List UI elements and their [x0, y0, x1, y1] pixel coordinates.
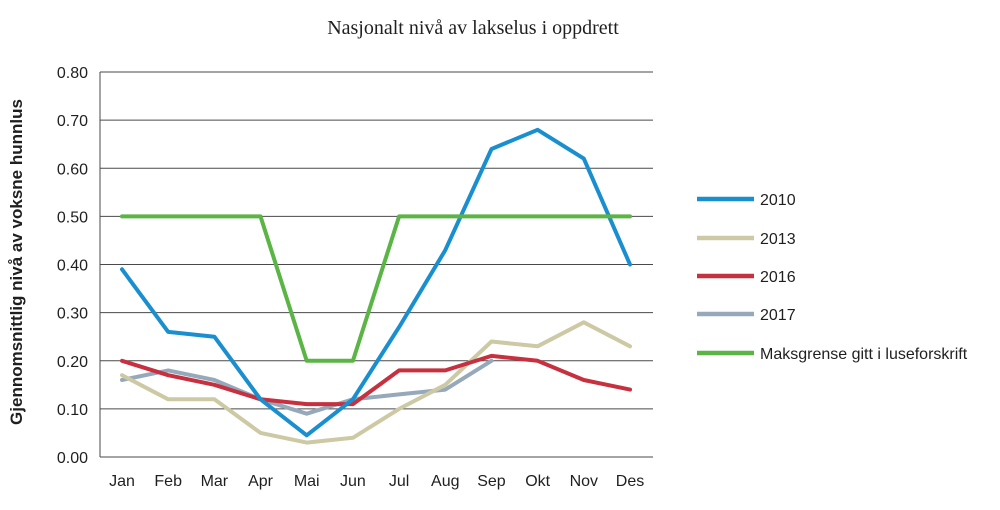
legend: 2010 2013 2016 2017 Maksgrense gitt i lusefo…	[697, 192, 968, 363]
x-tick-label: Sep	[477, 473, 506, 490]
x-tick-label: Apr	[248, 473, 274, 490]
x-tick-label: Jul	[389, 473, 409, 490]
y-tick-label: 0.80	[57, 65, 88, 82]
y-tick-label: 0.30	[57, 306, 88, 323]
legend-label: 2016	[760, 269, 796, 286]
x-tick-label: Mai	[294, 473, 320, 490]
x-tick-label: Jan	[109, 473, 135, 490]
y-tick-label: 0.50	[57, 209, 88, 226]
x-tick-label: Okt	[525, 473, 550, 490]
series-line-2016	[120, 353, 632, 407]
x-tick-label: Jun	[340, 473, 366, 490]
axes: 0.00 0.10 0.20 0.30 0.40 0.50 0.60 0.70 0.80 Jan F…	[57, 65, 644, 490]
y-tick-label: 0.60	[57, 161, 88, 178]
x-tick-label: Aug	[431, 473, 459, 490]
series-lines	[120, 127, 632, 445]
y-axis-label: Gjennomsnittlig nivå av voksne hunnlus	[7, 99, 26, 425]
y-tick-label: 0.40	[57, 258, 88, 275]
x-tick-label: Mar	[201, 473, 229, 490]
legend-label: 2013	[760, 231, 796, 248]
y-tick-label: 0.00	[57, 450, 88, 467]
series-line-2013	[120, 320, 632, 445]
legend-label: 2010	[760, 192, 796, 209]
series-line-maksgrense-gitt-i-luseforskrift	[120, 214, 632, 363]
y-tick-label: 0.20	[57, 354, 88, 371]
legend-label: 2017	[760, 307, 796, 324]
y-tick-label: 0.70	[57, 113, 88, 130]
y-tick-label: 0.10	[57, 402, 88, 419]
legend-label: Maksgrense gitt i luseforskrift	[760, 346, 968, 363]
series-line-2010	[120, 127, 632, 438]
chart-title: Nasjonalt nivå av lakselus i oppdrett	[327, 17, 619, 39]
x-tick-label: Feb	[154, 473, 182, 490]
x-tick-label: Des	[616, 473, 644, 490]
x-tick-label: Nov	[570, 473, 598, 490]
